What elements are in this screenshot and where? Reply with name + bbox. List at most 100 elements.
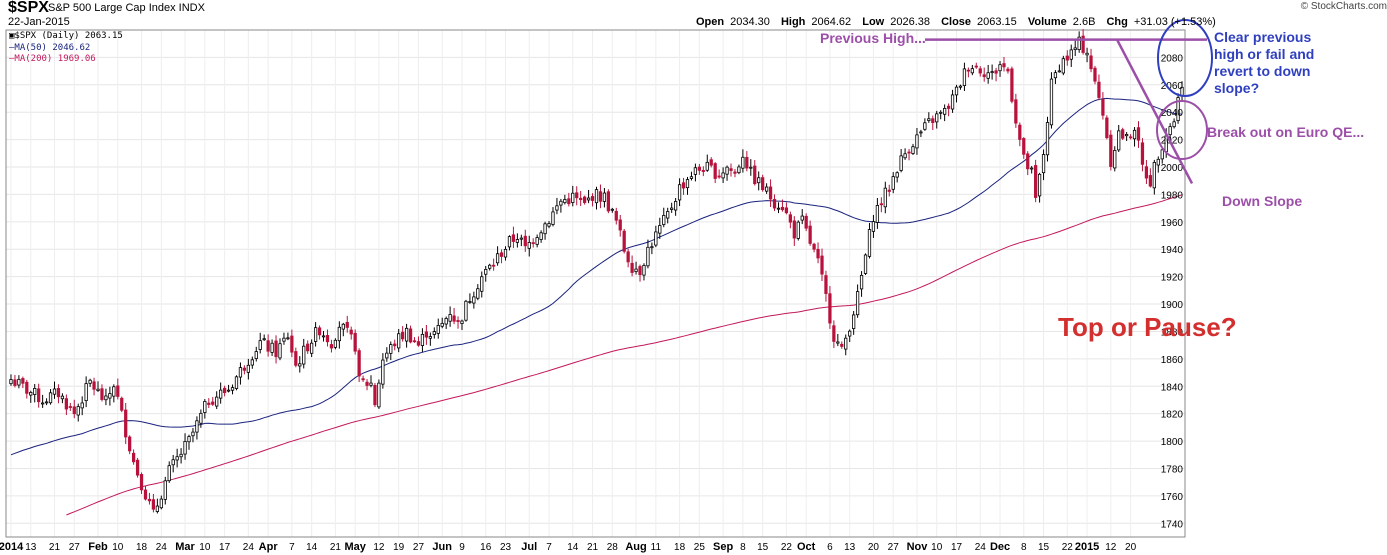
- x-tick-label: Apr: [259, 541, 279, 553]
- candle-body: [147, 498, 152, 502]
- candle-body: [855, 291, 860, 316]
- candle-body: [642, 265, 646, 276]
- candle-body: [128, 436, 132, 452]
- candle-body: [1121, 129, 1125, 139]
- candle-body: [302, 345, 306, 365]
- x-tick-label: 22: [781, 542, 793, 553]
- candle-body: [242, 367, 247, 371]
- x-tick-label: 21: [49, 542, 61, 553]
- candle-body: [1156, 158, 1160, 166]
- close-value: 2063.15: [977, 16, 1017, 28]
- candle-body: [1128, 136, 1133, 139]
- candle-body: [638, 266, 642, 276]
- candle-body: [68, 406, 72, 408]
- candle-body: [373, 384, 377, 406]
- candle-body: [131, 452, 136, 463]
- candle-body: [397, 333, 401, 349]
- open-value: 2034.30: [730, 16, 770, 28]
- candle-body: [464, 300, 468, 321]
- candle-body: [452, 315, 456, 322]
- y-tick-label: 2020: [1161, 136, 1184, 147]
- x-tick-label: 10: [112, 542, 124, 553]
- chg-value: +31.03 (+1.53%): [1133, 16, 1216, 28]
- candle-body: [1089, 55, 1093, 70]
- candle-body: [741, 156, 745, 169]
- candle-body: [191, 431, 195, 437]
- candle-body: [96, 388, 100, 391]
- clear-high-circle: [1157, 19, 1213, 97]
- candle-body: [1034, 165, 1038, 198]
- candle-body: [685, 179, 690, 189]
- x-tick-label: 24: [156, 542, 168, 553]
- x-tick-label: 8: [740, 542, 746, 553]
- candle-body: [116, 385, 120, 397]
- candle-body: [531, 242, 535, 245]
- source-credit: © StockCharts.com: [1300, 1, 1387, 12]
- candle-body: [1069, 49, 1073, 60]
- x-tick-label: Sep: [713, 541, 733, 553]
- candle-body: [495, 253, 500, 264]
- x-tick-label: 23: [500, 542, 512, 553]
- candle-body: [1148, 175, 1152, 187]
- candle-body: [444, 318, 448, 325]
- legend-ma50: —MA(50) 2046.62: [9, 43, 90, 53]
- candle-body: [673, 201, 678, 211]
- x-tick-label: 13: [25, 542, 37, 553]
- candle-body: [1018, 124, 1022, 140]
- candle-body: [737, 166, 741, 174]
- candle-body: [104, 395, 108, 401]
- candle-body: [670, 207, 674, 210]
- candle-body: [622, 230, 626, 252]
- candle-body: [44, 401, 49, 404]
- candle-body: [646, 246, 650, 267]
- candle-body: [986, 72, 990, 79]
- candle-body: [436, 325, 440, 334]
- candle-body: [306, 343, 310, 352]
- candle-body: [863, 254, 868, 274]
- x-tick-label: 24: [975, 542, 987, 553]
- candle-body: [151, 499, 156, 510]
- annotation-top-or-pause: Top or Pause?: [1058, 312, 1237, 342]
- candle-body: [590, 196, 595, 201]
- candle-body: [1144, 166, 1149, 179]
- candle-body: [511, 234, 516, 242]
- candle-body: [709, 159, 713, 166]
- candle-body: [365, 381, 369, 386]
- candle-body: [626, 251, 630, 263]
- candle-body: [345, 321, 349, 328]
- y-tick-label: 1940: [1161, 245, 1184, 256]
- annotation-break-out: Break out on Euro QE...: [1207, 124, 1365, 140]
- candle-body: [950, 94, 955, 110]
- y-axis-labels: 1740 1760 1780 1800 1820 1840 1860 1880 1900 1920…: [1161, 53, 1184, 530]
- legend-ma200-text: MA(200) 1969.06: [14, 54, 96, 64]
- candle-body: [155, 505, 159, 512]
- candle-body: [903, 153, 907, 159]
- candle-body: [17, 378, 21, 386]
- candle-body: [848, 330, 852, 337]
- candle-body: [523, 235, 527, 247]
- candle-body: [313, 327, 318, 342]
- candle-body: [911, 146, 915, 154]
- candle-body: [1061, 58, 1065, 74]
- annotation-clear-previous: Clear previous high or fail and revert t…: [1214, 29, 1315, 96]
- candle-body: [1117, 130, 1121, 151]
- candle-body: [428, 336, 432, 339]
- x-tick-label: 7: [289, 542, 295, 553]
- x-tick-label: 6: [827, 542, 833, 553]
- candle-body: [108, 393, 112, 399]
- volume-value: 2.6B: [1072, 16, 1096, 28]
- candle-body: [258, 340, 262, 350]
- candle-body: [618, 219, 622, 231]
- candle-body: [1081, 35, 1085, 53]
- candle-body: [772, 199, 777, 209]
- candle-body: [333, 339, 338, 348]
- candle-body: [48, 392, 53, 404]
- candle-body: [432, 331, 436, 335]
- candle-body: [187, 436, 191, 443]
- candle-body: [852, 314, 856, 329]
- x-tick-label: 21: [330, 542, 342, 553]
- x-axis-labels: 2014 13 21 27 Feb 10 18 24 Mar 10 17 24 Apr 7 14 21 May 1…: [0, 541, 1137, 553]
- candle-body: [954, 86, 959, 96]
- candle-body: [943, 108, 947, 115]
